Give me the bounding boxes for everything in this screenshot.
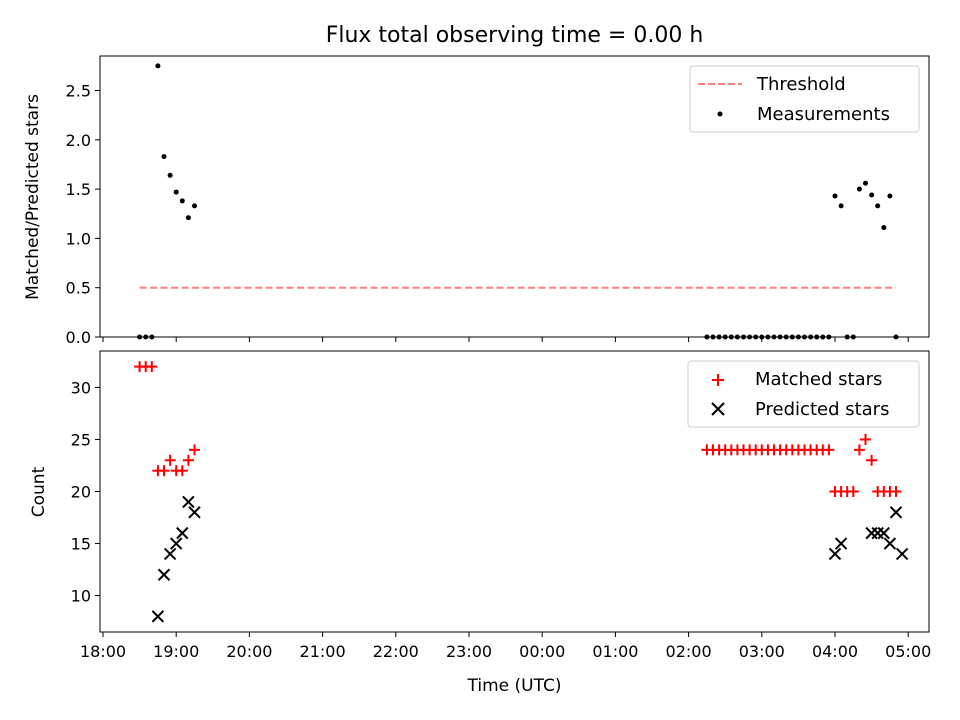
matched-legend-swatch (712, 374, 724, 386)
x-tick-label: 01:00 (592, 642, 638, 661)
matched-legend-label: Matched stars (755, 369, 882, 390)
x-tick-label: 18:00 (80, 642, 126, 661)
predicted-point (895, 547, 909, 561)
predicted-point (157, 568, 171, 581)
y-tick-label: 1.5 (66, 180, 91, 199)
matched-point (182, 454, 194, 466)
measurement-point (161, 154, 167, 160)
matched-point (823, 444, 835, 456)
matched-point (847, 486, 859, 497)
chart-title: Flux total observing time = 0.00 h (326, 23, 704, 48)
x-tick-label: 00:00 (519, 642, 565, 661)
predicted-point (877, 526, 891, 540)
x-tick-label: 02:00 (666, 642, 712, 661)
predicted-point (182, 495, 195, 509)
measurement-point (887, 193, 893, 199)
top-legend: Threshold Measurements (689, 65, 920, 133)
x-tick-label: 21:00 (300, 642, 346, 661)
top-x-ticks (102, 337, 909, 342)
y-tick-label: 2.5 (66, 82, 91, 101)
predicted-legend-swatch (711, 402, 725, 416)
bottom-y-axis-label: Count (29, 466, 49, 517)
top-panel: 0.0 0.5 1.0 1.5 2.0 2.5 Matched/Predicted sta… (23, 55, 930, 347)
measurement-point (155, 63, 161, 69)
bottom-axes-frame (99, 350, 930, 633)
measurement-point (869, 192, 875, 198)
bottom-x-ticks: 18:00 19:00 20:00 21:00 22:00 23:00 00:00 01:00… (80, 632, 931, 661)
predicted-point (188, 506, 201, 519)
matched-point (860, 433, 871, 445)
x-axis-label: Time (UTC) (467, 676, 562, 696)
predicted-point (834, 537, 848, 550)
matched-point (890, 486, 902, 497)
top-axes-frame (99, 55, 930, 338)
matched-point (158, 465, 170, 477)
bottom-legend: Matched stars Predicted stars (687, 360, 920, 428)
measurement-point (167, 172, 173, 178)
predicted-point (176, 526, 189, 540)
predicted-point (151, 610, 165, 623)
top-y-ticks: 0.0 0.5 1.0 1.5 2.0 2.5 (66, 82, 100, 347)
y-tick-label: 2.0 (66, 131, 91, 150)
threshold-legend-label: Threshold (756, 74, 846, 95)
predicted-point (828, 547, 842, 561)
measurement-point (179, 198, 185, 204)
y-tick-label: 25 (71, 430, 91, 449)
measurement-point (832, 193, 838, 199)
x-tick-label: 03:00 (739, 642, 785, 661)
x-tick-label: 20:00 (226, 642, 272, 661)
measurements-legend-label: Measurements (757, 104, 890, 125)
y-tick-label: 10 (71, 587, 91, 606)
y-tick-label: 0.0 (66, 328, 91, 347)
predicted-point (169, 537, 183, 550)
measurement-point (192, 203, 197, 209)
bottom-data-layer (134, 361, 909, 623)
measurement-point (838, 203, 844, 209)
predicted-point (889, 506, 903, 519)
x-tick-label: 23:00 (446, 642, 492, 661)
y-tick-label: 20 (71, 483, 91, 502)
y-tick-label: 30 (71, 378, 91, 397)
x-tick-label: 04:00 (812, 642, 858, 661)
measurements-legend-swatch (717, 111, 723, 117)
measurement-point (856, 186, 862, 192)
bottom-legend-box (687, 360, 920, 428)
predicted-point (883, 537, 897, 550)
matched-point (164, 454, 176, 466)
matched-point (146, 361, 158, 373)
x-tick-label: 19:00 (153, 642, 199, 661)
bottom-panel: 10 15 20 25 30 18:00 19:00 20:00 21:00 22:00 23:0… (29, 350, 931, 696)
y-tick-label: 0.5 (66, 279, 91, 298)
matched-point (176, 465, 188, 477)
matched-point (853, 444, 865, 456)
measurement-point (875, 203, 881, 209)
x-tick-label: 05:00 (885, 642, 931, 661)
top-legend-box (689, 65, 920, 133)
matched-point (866, 454, 878, 466)
measurement-point (863, 180, 868, 186)
measurement-point (185, 215, 191, 221)
y-tick-label: 1.0 (66, 229, 91, 248)
bottom-y-ticks: 10 15 20 25 30 (71, 378, 100, 606)
predicted-legend-label: Predicted stars (755, 399, 889, 420)
top-data-layer (137, 63, 899, 340)
top-y-axis-label: Matched/Predicted stars (23, 94, 43, 300)
predicted-point (163, 547, 177, 561)
x-tick-label: 22:00 (373, 642, 419, 661)
y-tick-label: 15 (71, 535, 91, 554)
measurement-point (881, 225, 887, 231)
matched-point (189, 444, 200, 456)
measurement-point (173, 189, 179, 195)
